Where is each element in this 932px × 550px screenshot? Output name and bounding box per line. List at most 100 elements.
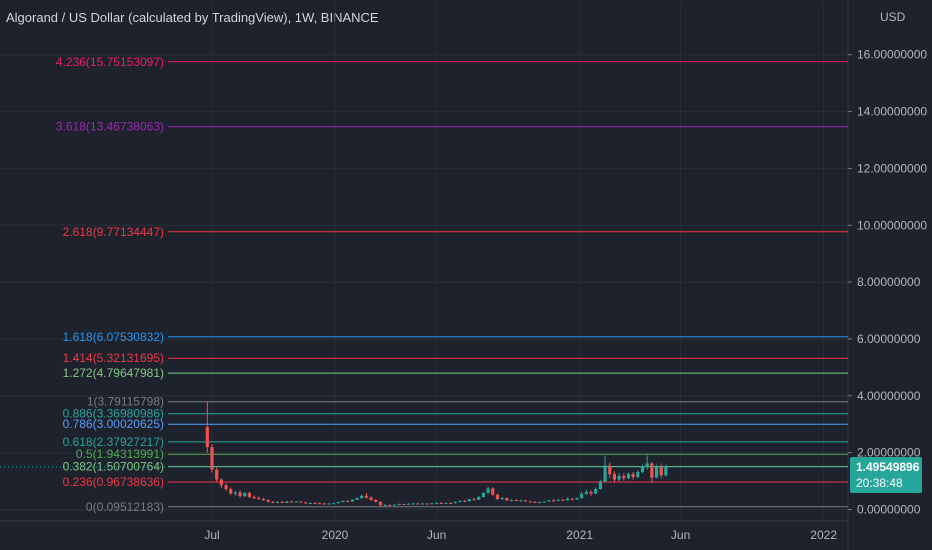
candle-body [346,500,350,502]
candle-body [350,499,354,502]
candle-body [556,499,560,501]
fib-level-label: 1.272(4.79647981) [63,366,164,380]
fib-level-label: 0.886(3.36980986) [63,407,164,421]
y-tick-label: 0.00000000 [857,502,921,516]
candle-body [477,496,481,500]
candle-body [318,503,322,505]
candle-body [233,492,237,494]
y-tick-label: 8.00000000 [857,275,921,289]
candle-body [289,501,294,503]
candle-body [360,495,364,499]
y-tick-label: 10.00000000 [857,218,927,232]
x-tick-label: 2022 [810,528,837,542]
x-tick-label: 2021 [566,528,593,542]
candle-body [271,501,275,503]
candle-body [416,503,420,505]
candle-body [509,499,514,501]
candle-body [537,502,542,504]
candle-body [411,503,415,505]
candle-body [355,498,359,500]
candle-body [435,502,439,504]
candle-body [332,503,336,505]
fib-level-label: 1(3.79115798) [87,395,164,409]
x-tick-label: Jul [204,528,219,542]
fib-level-label: 0.5(1.94313991) [76,447,164,461]
y-tick-label: 14.00000000 [857,105,927,119]
candle-body [500,498,504,500]
candle-body [491,488,495,495]
candle-body [374,499,378,502]
candle-body [261,498,266,501]
candle-body [420,503,425,505]
y-tick-label: 16.00000000 [857,48,927,62]
candle-body [219,479,223,486]
y-axis-unit: USD [880,10,906,24]
candle-body [341,500,345,503]
candle-body [622,475,626,479]
candle-body [514,499,518,501]
candle-body [645,463,649,467]
y-tick-label: 6.00000000 [857,332,921,346]
candle-body [299,501,303,503]
fib-level-label: 0.382(1.50700764) [63,460,164,474]
candle-body [580,493,584,499]
candle-body [589,491,593,494]
candle-body [430,503,434,505]
candle-body [275,501,280,503]
candle-body [612,473,617,480]
candle-body [285,501,289,503]
candle-body [303,502,308,504]
candle-body [463,500,467,502]
candle-body [425,503,429,505]
candle-body [388,504,392,506]
fib-level-label: 3.618(13.46738063) [56,120,164,134]
candle-body [566,498,570,501]
candle-body [406,503,411,505]
candle-body [640,466,645,472]
candle-body [631,473,635,478]
candle-body [308,502,312,504]
candle-body [243,492,247,497]
candle-body [402,504,406,506]
candle-body [378,501,383,506]
candle-body [542,501,546,503]
candle-body [523,500,528,502]
candle-body [472,499,476,501]
candle-body [551,500,556,502]
candle-body [369,497,373,500]
candle-body [603,465,607,482]
candle-body [439,502,443,504]
fib-level-label: 1.618(6.07530832) [63,330,164,344]
candle-body [322,503,326,505]
candle-body [224,485,228,490]
candle-body [458,500,462,503]
fib-level-label: 4.236(15.75153097) [56,55,164,69]
candle-body [238,492,242,497]
candle-body [547,500,551,502]
bar-countdown: 20:38:48 [856,476,903,490]
chart-title: Algorand / US Dollar (calculated by Trad… [6,10,379,25]
candle-body [650,463,654,478]
candle-body [659,466,663,476]
candle-body [364,495,369,498]
candle-body [397,504,401,506]
candle-body [215,469,219,480]
candle-body [654,466,659,478]
y-tick-label: 4.00000000 [857,389,921,403]
candle-body [486,488,490,493]
candle-body [584,491,588,494]
fib-level-label: 0.618(2.37927217) [63,435,164,449]
candle-body [636,471,640,478]
fib-level-label: 0.786(3.00020625) [63,417,164,431]
candle-body [252,496,256,499]
candle-body [210,446,214,470]
candle-body [570,498,574,500]
last-price-badge [850,456,922,493]
candle-body [294,501,298,503]
candle-body [247,492,252,497]
y-tick-label: 2.00000000 [857,446,921,460]
fib-level-label: 0(0.09512183) [86,500,164,514]
candle-body [327,503,331,505]
fib-level-label: 1.414(5.32131695) [63,351,164,365]
